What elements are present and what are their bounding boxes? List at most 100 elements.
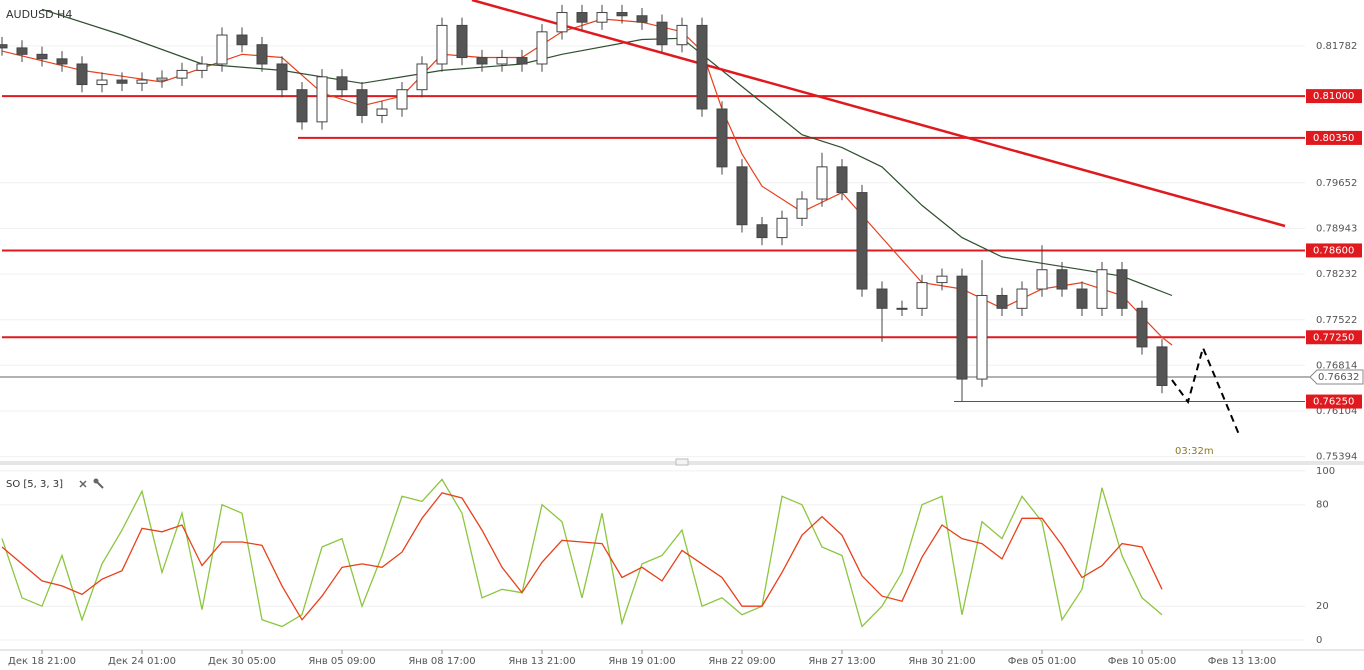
oscillator-line: [1, 492, 1163, 621]
close-icon[interactable]: [79, 480, 87, 488]
candle-body: [316, 76, 328, 123]
x-tick-label: Янв 13 21:00: [508, 656, 575, 667]
current-price-box: [1309, 369, 1364, 385]
candle-body: [736, 166, 748, 226]
candle-body: [436, 24, 448, 65]
candle-body: [936, 275, 948, 284]
candle-body: [976, 294, 988, 380]
x-tick-label: Янв 19 01:00: [608, 656, 675, 667]
candle-body: [96, 79, 108, 86]
level-label: 0.76250: [1313, 397, 1354, 408]
candle-body: [76, 63, 88, 86]
candle-body: [676, 24, 688, 46]
candle-body: [1136, 307, 1148, 348]
oscillator-tick-label: 80: [1316, 500, 1329, 511]
candle-body: [296, 89, 308, 123]
candle-body: [476, 57, 488, 65]
candle-body: [556, 12, 568, 33]
candle-body: [336, 76, 348, 91]
candle-body: [56, 58, 68, 65]
y-tick-label: 0.78232: [1316, 269, 1357, 280]
candle-body: [1116, 269, 1128, 309]
candle-body: [36, 53, 48, 60]
level-label: 0.78600: [1313, 245, 1354, 256]
level-label-box: [1306, 330, 1362, 345]
oscillator-line: [1, 478, 1163, 628]
candle-body: [196, 63, 208, 71]
candle-body: [456, 24, 468, 59]
projection: [1171, 344, 1241, 438]
y-tick-label: 0.77522: [1316, 315, 1357, 326]
y-tick-label: 0.81782: [1316, 41, 1357, 52]
candle-body: [1016, 288, 1028, 309]
y-tick-label: 0.79652: [1316, 178, 1357, 189]
candle-body: [156, 77, 168, 81]
candle-body: [696, 24, 708, 110]
x-tick-label: Фев 05 01:00: [1008, 656, 1077, 667]
trendline: [471, 0, 1286, 228]
candle-body: [716, 108, 728, 168]
candle-body: [616, 12, 628, 17]
candle-body: [536, 31, 548, 65]
oscillator-tick-label: 20: [1316, 601, 1329, 612]
candle-body: [776, 217, 788, 239]
candle-body: [756, 224, 768, 239]
x-tick-label: Дек 24 01:00: [108, 656, 176, 667]
x-tick-label: Янв 30 21:00: [908, 656, 975, 667]
x-tick-label: Фев 13 13:00: [1208, 656, 1277, 667]
candle-body: [496, 57, 508, 65]
candle-body: [836, 166, 848, 194]
level-label-box: [1306, 130, 1362, 145]
level-label: 0.80350: [1313, 133, 1354, 144]
y-tick-label: 0.76104: [1316, 406, 1357, 417]
candle-body: [116, 79, 128, 84]
candle-body: [136, 79, 148, 84]
x-tick-label: Янв 05 09:00: [308, 656, 375, 667]
level-label-box: [1306, 89, 1362, 104]
candle-body: [636, 15, 648, 23]
candle-body: [0, 44, 8, 49]
candle-body: [856, 192, 868, 290]
level-label: 0.81000: [1313, 91, 1354, 102]
candle-body: [16, 47, 28, 55]
candle-body: [376, 108, 388, 116]
level-label-box: [1306, 243, 1362, 258]
candle-body: [516, 57, 528, 65]
candle-body: [956, 275, 968, 380]
pane-handle[interactable]: [675, 458, 689, 466]
y-tick-label: 0.76814: [1316, 360, 1357, 371]
candle-body: [216, 34, 228, 65]
candle-body: [656, 21, 668, 46]
settings-icon[interactable]: [93, 478, 104, 489]
oscillator-tick-label: 100: [1316, 466, 1335, 477]
candle-body: [876, 288, 888, 309]
moving-average: [1, 18, 1173, 346]
candle-body: [816, 166, 828, 200]
candle-body: [1096, 269, 1108, 309]
candle-body: [916, 282, 928, 309]
level-label: 0.77250: [1313, 332, 1354, 343]
candle-body: [596, 12, 608, 23]
candle-body: [256, 44, 268, 65]
y-tick-label: 0.75394: [1316, 452, 1357, 463]
candle-body: [1156, 346, 1168, 386]
y-tick-label: 0.78943: [1316, 223, 1357, 234]
candle-body: [276, 63, 288, 91]
candle-body: [1056, 269, 1068, 290]
candle-body: [1036, 269, 1048, 290]
x-tick-label: Янв 27 13:00: [808, 656, 875, 667]
x-tick-label: Дек 18 21:00: [8, 656, 76, 667]
candle-body: [896, 307, 908, 310]
timer: 03:32m: [1175, 446, 1214, 457]
candle-body: [416, 63, 428, 91]
candle-body: [396, 89, 408, 110]
x-tick-label: Янв 22 09:00: [708, 656, 775, 667]
candle-body: [176, 69, 188, 79]
oscillator-title: SO [5, 3, 3]: [6, 479, 63, 490]
level-label-box: [1306, 394, 1362, 409]
candle-body: [236, 34, 248, 46]
chart-title: AUDUSD H4: [6, 8, 72, 21]
candle-body: [356, 89, 368, 116]
candle-body: [996, 294, 1008, 309]
candle-body: [576, 12, 588, 23]
